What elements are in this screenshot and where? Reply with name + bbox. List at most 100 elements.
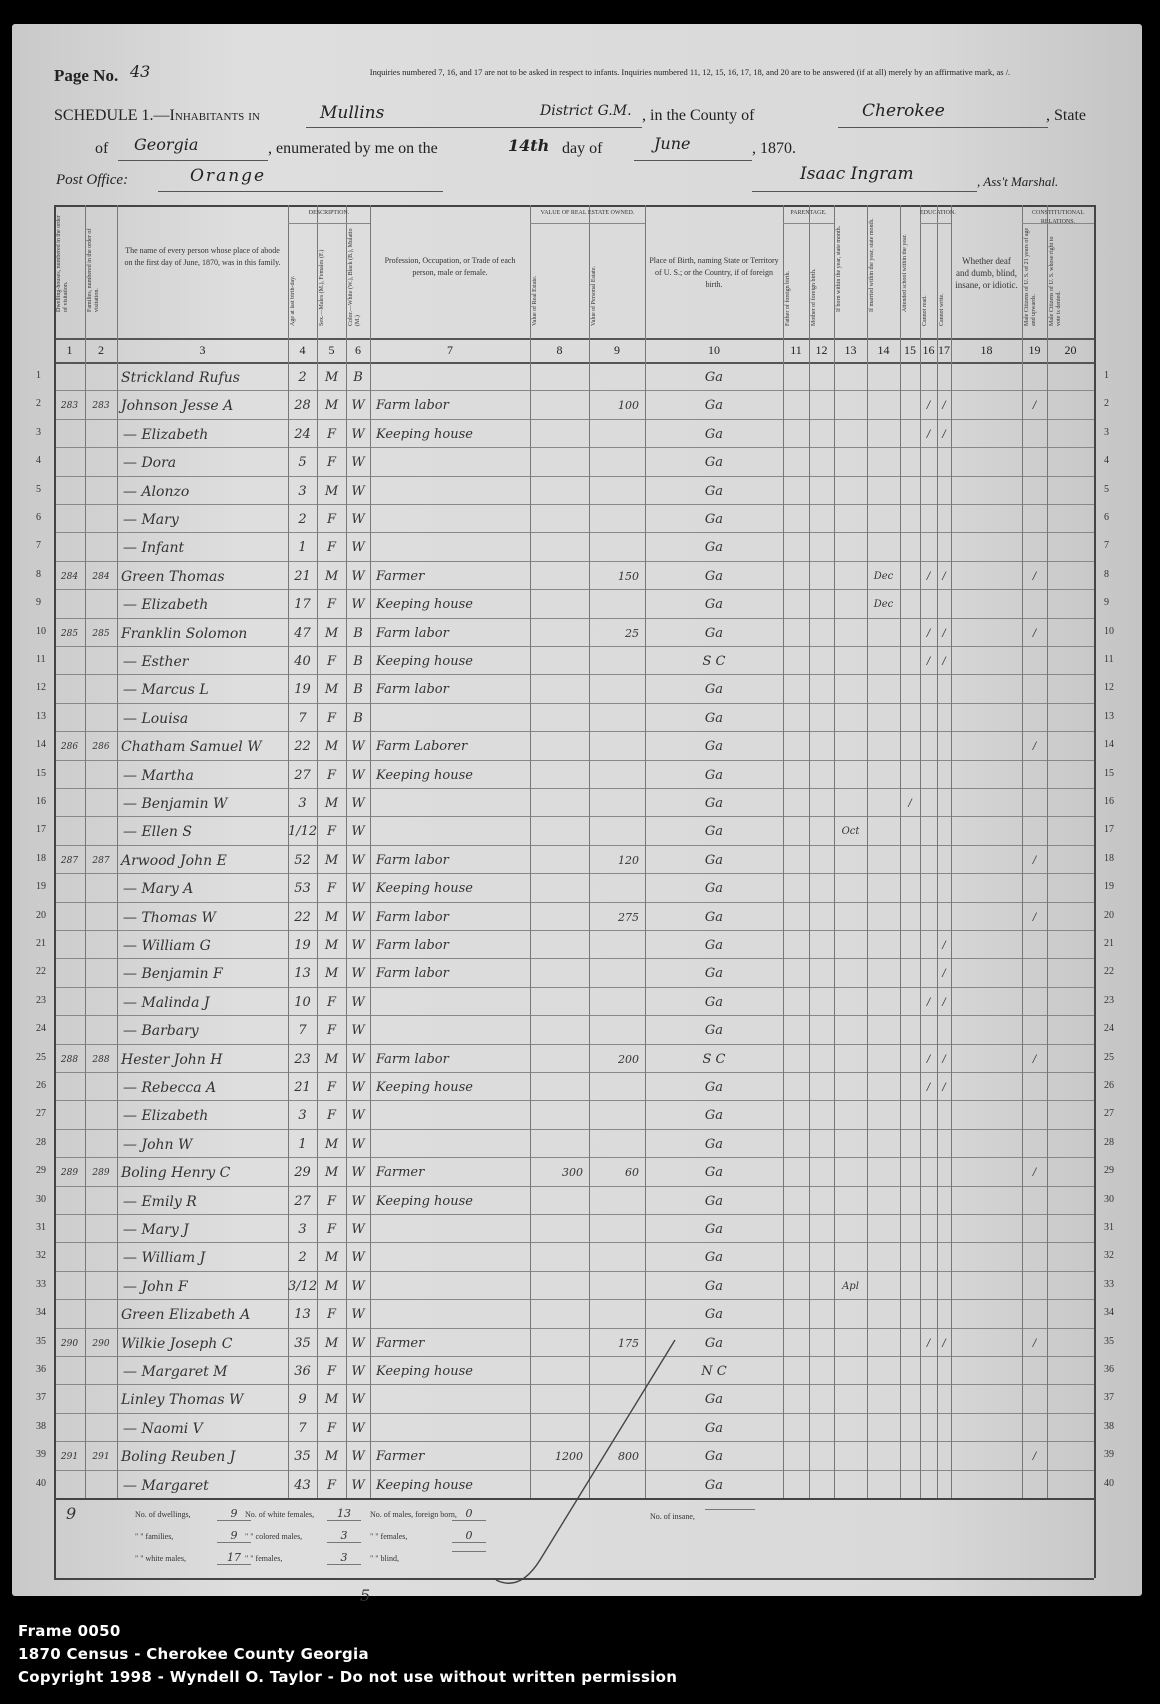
cell-name: — William J [123,1250,206,1267]
cell-birthplace: Ga [704,1222,724,1237]
line-number-left: 3 [36,426,41,438]
cell-sex: M [324,568,339,584]
column-number: 15 [904,343,916,357]
column-header-2: Families, numbered in the order of visit… [87,228,100,312]
row-line [54,1157,1094,1159]
cell-cannot-read: / [926,627,931,639]
column-number: 7 [447,343,453,357]
line-number-left: 2 [36,398,41,410]
cell-cannot-write: / [942,428,946,440]
line-number-left: 35 [36,1335,46,1347]
line-number-left: 29 [36,1165,46,1177]
cell-birthplace: S C [702,654,726,669]
cell-name: — John F [123,1278,188,1295]
cell-color: W [351,994,365,1010]
row-line [54,930,1094,931]
summary-value-colored-females: 3 [327,1551,361,1565]
cell-birthplace: Ga [704,483,724,499]
cell-cannot-write: / [942,968,946,980]
cell-age: 10 [294,994,311,1010]
line-number-right: 22 [1104,966,1114,978]
cell-name: — William G [123,938,211,954]
column-header-13: If born within the year, state month. [836,225,842,312]
cell-birth-month: Oct [841,826,860,838]
cell-name: — Naomi V [123,1420,203,1437]
column-number-divider [54,362,1094,364]
column-number: 16 [922,343,935,357]
column-header-19: Male Citizens of U. S. of 21 years of ag… [1024,227,1037,326]
cell-age: 28 [294,398,311,414]
cell-occupation: Farm labor [376,625,449,641]
cell-name: Arwood John E [121,852,227,869]
line-number-right: 39 [1104,1449,1114,1461]
column-line [783,205,784,1498]
group-header-description: DESCRIPTION. [308,210,350,216]
cell-age: 52 [294,852,311,868]
cell-real-estate: 300 [562,1166,583,1180]
cell-age: 22 [294,739,311,755]
cell-sex: F [326,654,337,669]
line-number-right: 9 [1104,597,1109,609]
column-line [1047,205,1048,1498]
cell-age: 9 [298,1392,307,1408]
line-number-right: 12 [1104,682,1114,694]
summary-value-white-males: 17 [217,1551,251,1565]
cell-cannot-write: / [942,996,946,1008]
cell-name: — Dora [123,455,177,472]
cell-birthplace: Ga [704,1477,724,1493]
cell-birthplace: Ga [704,1136,724,1152]
cell-color: W [351,1080,365,1095]
cell-name: — Martha [123,767,194,784]
cell-sex: F [326,710,337,726]
column-line [117,205,118,1498]
column-number: 1 [66,343,73,357]
row-line [54,1214,1094,1215]
cell-color: W [351,824,365,840]
cell-sex: F [326,824,337,840]
column-number: 19 [1028,343,1041,357]
cell-color: W [351,1051,365,1067]
copyright: Copyright 1998 - Wyndell O. Taylor - Do … [18,1668,678,1686]
row-line [54,1128,1094,1130]
cell-color: W [351,881,365,897]
cell-personal-estate: 200 [618,1052,639,1066]
cell-birthplace: Ga [704,426,724,442]
table-bottom-border [54,1578,1094,1580]
column-header-6: Color.—White (W.), Black (B.), Mulatto (… [348,228,361,326]
cell-age: 43 [294,1477,311,1493]
cell-birthplace: S C [702,1051,726,1067]
column-line [1022,205,1023,1498]
cell-personal-estate: 275 [618,910,639,924]
column-header-15: Attended school within the year. [902,234,908,312]
cell-occupation: Farm Laborer [376,739,468,755]
line-number-left: 14 [36,739,46,751]
line-number-left: 20 [36,909,46,921]
line-number-right: 21 [1104,938,1114,949]
cell-color: W [351,1307,365,1323]
cell-cannot-read: / [926,1082,931,1093]
line-number-right: 14 [1104,739,1114,751]
cell-sex: M [324,739,339,755]
column-header-3: The name of every person whose place of … [124,246,281,267]
row-line [54,788,1094,789]
cell-color: W [351,739,365,755]
cell-birthplace: Ga [704,824,724,840]
column-line [85,205,86,1498]
cell-sex: F [326,512,337,527]
cell-citizen: / [1032,1337,1037,1349]
line-number-right: 19 [1104,881,1114,893]
cell-personal-estate: 120 [618,853,639,867]
cell-cannot-read: / [926,656,931,667]
column-line [809,205,810,1498]
line-number-right: 30 [1104,1193,1114,1205]
line-number-right: 5 [1104,483,1109,495]
year: , 1870. [752,140,796,157]
cell-age: 2 [298,370,307,385]
cell-dwelling: 287 [60,855,79,866]
row-line [54,646,1094,647]
cell-color: W [351,426,365,442]
line-number-left: 32 [36,1250,46,1262]
cell-sex: F [326,1080,337,1095]
cell-name: — Mary J [123,1222,189,1238]
